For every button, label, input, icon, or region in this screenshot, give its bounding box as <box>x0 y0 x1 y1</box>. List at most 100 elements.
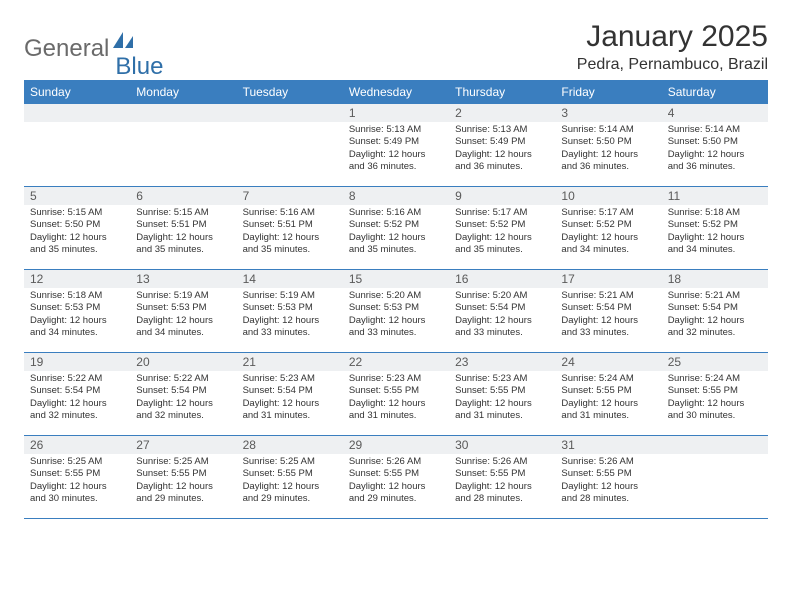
day-number: 9 <box>449 187 555 205</box>
day-number: 16 <box>449 270 555 288</box>
day-detail-line: Sunrise: 5:17 AM <box>455 207 549 219</box>
day-details: Sunrise: 5:25 AMSunset: 5:55 PMDaylight:… <box>130 454 236 509</box>
day-detail-line: Sunrise: 5:17 AM <box>561 207 655 219</box>
calendar-day-cell: 11Sunrise: 5:18 AMSunset: 5:52 PMDayligh… <box>662 187 768 270</box>
day-detail-line: Sunrise: 5:25 AM <box>243 456 337 468</box>
day-detail-line: Sunset: 5:52 PM <box>349 219 443 231</box>
day-detail-line: Sunset: 5:53 PM <box>30 302 124 314</box>
day-detail-line: Sunrise: 5:20 AM <box>349 290 443 302</box>
day-detail-line: Sunrise: 5:23 AM <box>349 373 443 385</box>
day-details: Sunrise: 5:23 AMSunset: 5:55 PMDaylight:… <box>449 371 555 426</box>
day-detail-line: Daylight: 12 hours <box>561 481 655 493</box>
day-detail-line: Daylight: 12 hours <box>668 232 762 244</box>
calendar-week-row: 1Sunrise: 5:13 AMSunset: 5:49 PMDaylight… <box>24 104 768 187</box>
day-detail-line: Sunrise: 5:21 AM <box>668 290 762 302</box>
day-detail-line: and 35 minutes. <box>455 244 549 256</box>
day-detail-line: Sunrise: 5:18 AM <box>668 207 762 219</box>
day-detail-line: Sunset: 5:50 PM <box>30 219 124 231</box>
day-detail-line: Sunrise: 5:23 AM <box>455 373 549 385</box>
day-detail-line: Daylight: 12 hours <box>561 149 655 161</box>
day-detail-line: Sunrise: 5:14 AM <box>561 124 655 136</box>
day-detail-line: Daylight: 12 hours <box>136 315 230 327</box>
day-number: 2 <box>449 104 555 122</box>
calendar-day-cell: 3Sunrise: 5:14 AMSunset: 5:50 PMDaylight… <box>555 104 661 187</box>
day-detail-line: and 31 minutes. <box>243 410 337 422</box>
day-detail-line: and 36 minutes. <box>455 161 549 173</box>
weekday-header: Tuesday <box>237 80 343 104</box>
day-detail-line: Sunset: 5:55 PM <box>136 468 230 480</box>
header: General Blue January 2025 Pedra, Pernamb… <box>24 20 768 74</box>
day-detail-line: Daylight: 12 hours <box>243 315 337 327</box>
day-detail-line: Sunset: 5:55 PM <box>561 468 655 480</box>
day-number: 25 <box>662 353 768 371</box>
day-detail-line: Daylight: 12 hours <box>243 481 337 493</box>
day-details <box>237 122 343 128</box>
calendar-empty-cell <box>662 436 768 519</box>
day-detail-line: Sunrise: 5:21 AM <box>561 290 655 302</box>
day-detail-line: Daylight: 12 hours <box>30 315 124 327</box>
day-detail-line: Sunset: 5:55 PM <box>243 468 337 480</box>
day-detail-line: Sunrise: 5:18 AM <box>30 290 124 302</box>
day-details: Sunrise: 5:18 AMSunset: 5:53 PMDaylight:… <box>24 288 130 343</box>
day-number: 3 <box>555 104 661 122</box>
day-number: 22 <box>343 353 449 371</box>
day-number: 13 <box>130 270 236 288</box>
day-detail-line: Sunset: 5:54 PM <box>668 302 762 314</box>
calendar-week-row: 19Sunrise: 5:22 AMSunset: 5:54 PMDayligh… <box>24 353 768 436</box>
day-detail-line: Sunrise: 5:24 AM <box>668 373 762 385</box>
day-detail-line: Daylight: 12 hours <box>30 398 124 410</box>
day-detail-line: Sunrise: 5:26 AM <box>349 456 443 468</box>
day-detail-line: Daylight: 12 hours <box>455 398 549 410</box>
day-number: 11 <box>662 187 768 205</box>
calendar-week-row: 5Sunrise: 5:15 AMSunset: 5:50 PMDaylight… <box>24 187 768 270</box>
calendar-day-cell: 25Sunrise: 5:24 AMSunset: 5:55 PMDayligh… <box>662 353 768 436</box>
day-detail-line: Daylight: 12 hours <box>243 398 337 410</box>
day-detail-line: and 29 minutes. <box>136 493 230 505</box>
day-detail-line: Daylight: 12 hours <box>136 481 230 493</box>
day-detail-line: Daylight: 12 hours <box>136 232 230 244</box>
calendar-day-cell: 1Sunrise: 5:13 AMSunset: 5:49 PMDaylight… <box>343 104 449 187</box>
day-detail-line: Sunset: 5:53 PM <box>243 302 337 314</box>
month-title: January 2025 <box>577 20 768 54</box>
day-detail-line: Daylight: 12 hours <box>349 398 443 410</box>
day-detail-line: Sunset: 5:52 PM <box>455 219 549 231</box>
day-detail-line: Sunrise: 5:19 AM <box>136 290 230 302</box>
day-number: 19 <box>24 353 130 371</box>
day-detail-line: and 28 minutes. <box>561 493 655 505</box>
calendar-day-cell: 29Sunrise: 5:26 AMSunset: 5:55 PMDayligh… <box>343 436 449 519</box>
day-detail-line: and 35 minutes. <box>30 244 124 256</box>
day-detail-line: Sunset: 5:50 PM <box>668 136 762 148</box>
day-detail-line: Daylight: 12 hours <box>30 481 124 493</box>
day-details: Sunrise: 5:24 AMSunset: 5:55 PMDaylight:… <box>662 371 768 426</box>
calendar-day-cell: 26Sunrise: 5:25 AMSunset: 5:55 PMDayligh… <box>24 436 130 519</box>
day-detail-line: Sunrise: 5:15 AM <box>136 207 230 219</box>
day-details: Sunrise: 5:20 AMSunset: 5:53 PMDaylight:… <box>343 288 449 343</box>
calendar-day-cell: 23Sunrise: 5:23 AMSunset: 5:55 PMDayligh… <box>449 353 555 436</box>
calendar-day-cell: 20Sunrise: 5:22 AMSunset: 5:54 PMDayligh… <box>130 353 236 436</box>
day-detail-line: and 33 minutes. <box>243 327 337 339</box>
day-number: 1 <box>343 104 449 122</box>
day-detail-line: Sunset: 5:49 PM <box>349 136 443 148</box>
weekday-header: Friday <box>555 80 661 104</box>
day-detail-line: Sunset: 5:53 PM <box>136 302 230 314</box>
day-details: Sunrise: 5:21 AMSunset: 5:54 PMDaylight:… <box>555 288 661 343</box>
calendar-header-row: SundayMondayTuesdayWednesdayThursdayFrid… <box>24 80 768 104</box>
day-detail-line: Sunrise: 5:16 AM <box>243 207 337 219</box>
day-detail-line: Daylight: 12 hours <box>455 315 549 327</box>
day-detail-line: Sunrise: 5:22 AM <box>30 373 124 385</box>
calendar-day-cell: 6Sunrise: 5:15 AMSunset: 5:51 PMDaylight… <box>130 187 236 270</box>
day-number: 6 <box>130 187 236 205</box>
day-detail-line: Sunset: 5:54 PM <box>243 385 337 397</box>
day-detail-line: Sunrise: 5:25 AM <box>136 456 230 468</box>
calendar-day-cell: 19Sunrise: 5:22 AMSunset: 5:54 PMDayligh… <box>24 353 130 436</box>
day-detail-line: Sunset: 5:54 PM <box>136 385 230 397</box>
day-number: 23 <box>449 353 555 371</box>
calendar-day-cell: 28Sunrise: 5:25 AMSunset: 5:55 PMDayligh… <box>237 436 343 519</box>
day-detail-line: Daylight: 12 hours <box>349 232 443 244</box>
day-detail-line: and 33 minutes. <box>349 327 443 339</box>
day-details: Sunrise: 5:23 AMSunset: 5:54 PMDaylight:… <box>237 371 343 426</box>
day-detail-line: and 32 minutes. <box>136 410 230 422</box>
day-number: 7 <box>237 187 343 205</box>
day-detail-line: Daylight: 12 hours <box>455 232 549 244</box>
day-detail-line: Daylight: 12 hours <box>349 481 443 493</box>
